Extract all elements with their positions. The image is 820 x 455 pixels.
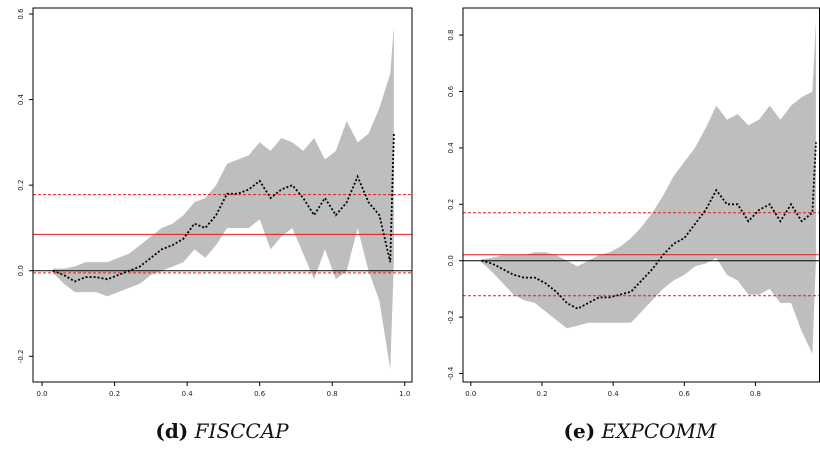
series-line [481,142,817,310]
y-tick-label: 0.4 [447,142,455,154]
x-tick-label: 0.6 [254,390,266,398]
caption-title: EXPCOMM [601,419,717,443]
x-tick-label: 0.8 [750,390,761,398]
panel: 0.0 0.2 0.4 0.6 0.8 1.0 -0.2 0.0 0.2 0.4 0.6 (d) FI… [17,7,413,443]
plot-frame [32,7,413,383]
y-tick-label: 0.2 [447,199,455,210]
series-line [52,133,395,283]
y-tick-label: -0.2 [447,310,455,324]
x-tick-label: 0.2 [536,390,547,398]
y-tick-label: 0.4 [17,93,25,105]
panel: 0.0 0.2 0.4 0.6 0.8 -0.4 -0.2 0.0 0.2 0.4 0.6 0.8 (e… [447,7,820,443]
y-tick-label: -0.4 [447,366,455,380]
confidence-band [52,26,394,370]
x-tick-label: 0.4 [608,390,620,398]
y-tick-label: 0.6 [17,8,25,20]
y-tick-label: 0.2 [17,180,25,191]
x-tick-label: 0.8 [327,390,338,398]
caption-title: FISCCAP [194,419,290,443]
y-tick-label: -0.2 [17,349,25,363]
y-tick-label: 0.0 [447,255,455,266]
caption: (e) EXPCOMM [564,419,717,443]
x-tick-label: 0.4 [182,390,194,398]
confidence-band [481,20,816,354]
y-tick-label: 0.6 [447,85,455,97]
caption: (d) FISCCAP [155,419,289,443]
x-tick-label: 1.0 [399,390,410,398]
caption-label: (e) [564,419,596,443]
y-tick-label: 0.8 [447,30,455,41]
x-tick-label: 0.6 [679,390,691,398]
y-tick-label: 0.0 [17,265,25,276]
x-tick-label: 0.0 [36,390,47,398]
x-tick-label: 0.2 [109,390,120,398]
x-tick-label: 0.0 [465,390,476,398]
caption-label: (d) [155,419,188,443]
